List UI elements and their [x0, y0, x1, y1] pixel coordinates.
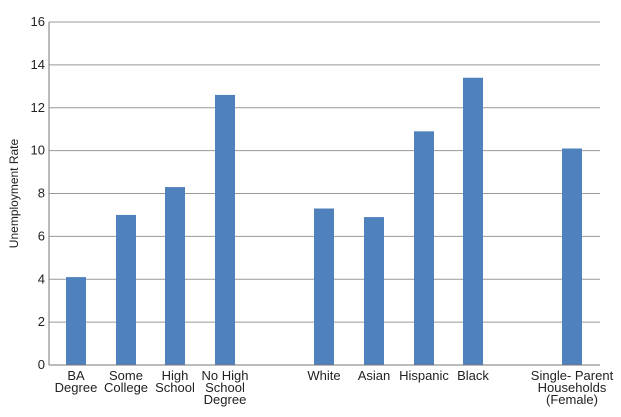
- y-tick-label: 8: [38, 186, 45, 201]
- y-axis-title: Unemployment Rate: [7, 138, 21, 248]
- category-label: Some College: [104, 368, 148, 395]
- bar: [562, 148, 582, 365]
- bar: [165, 187, 185, 365]
- y-tick-label: 0: [38, 357, 45, 372]
- bar: [414, 131, 434, 365]
- category-label: Asian: [358, 368, 391, 383]
- bar: [314, 208, 334, 365]
- y-tick-label: 4: [38, 271, 45, 286]
- bar: [364, 217, 384, 365]
- category-label: Single- Parent Households (Female): [531, 368, 614, 407]
- y-tick-label: 10: [31, 143, 45, 158]
- y-tick-label: 16: [31, 14, 45, 29]
- bar: [463, 77, 483, 366]
- category-label: High School: [155, 368, 195, 395]
- category-label: No High School Degree: [202, 368, 249, 407]
- category-label: White: [307, 368, 340, 383]
- y-tick-labels: 0 2 4 6 8 10 12 14 16: [31, 14, 45, 372]
- bar: [116, 214, 136, 365]
- category-label: Hispanic: [399, 368, 449, 383]
- bar: [215, 94, 235, 365]
- category-label: Black: [457, 368, 489, 383]
- bars: [66, 77, 582, 366]
- category-label: BA Degree: [55, 368, 98, 395]
- y-tick-label: 12: [31, 100, 45, 115]
- bar: [66, 277, 86, 365]
- y-tick-label: 2: [38, 314, 45, 329]
- y-tick-label: 6: [38, 228, 45, 243]
- y-tick-label: 14: [31, 57, 45, 72]
